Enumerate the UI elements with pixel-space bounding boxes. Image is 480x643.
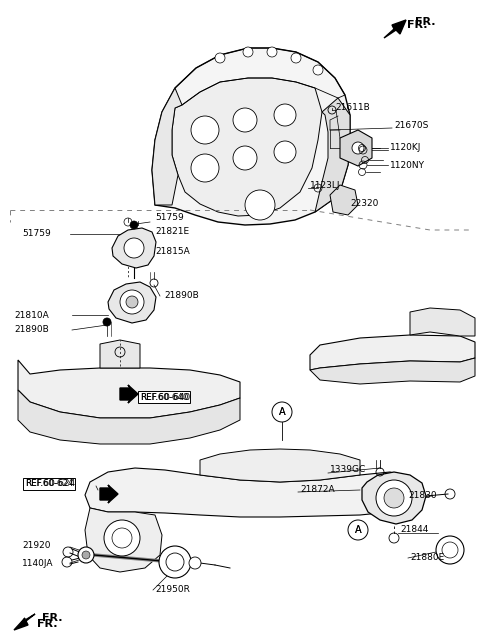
Circle shape: [348, 520, 368, 540]
Polygon shape: [200, 449, 360, 482]
Circle shape: [126, 296, 138, 308]
Text: 21920: 21920: [22, 541, 50, 550]
Polygon shape: [172, 78, 322, 216]
Circle shape: [274, 141, 296, 163]
Circle shape: [191, 154, 219, 182]
Circle shape: [82, 551, 90, 559]
Text: 21890B: 21890B: [14, 325, 49, 334]
Polygon shape: [18, 360, 240, 418]
Circle shape: [104, 520, 140, 556]
Polygon shape: [152, 88, 182, 205]
Circle shape: [159, 546, 191, 578]
Text: 21815A: 21815A: [155, 248, 190, 257]
Text: 1339GC: 1339GC: [330, 466, 366, 475]
Text: 21670S: 21670S: [394, 120, 428, 129]
Circle shape: [274, 104, 296, 126]
Polygon shape: [384, 20, 406, 38]
Polygon shape: [340, 130, 372, 166]
Polygon shape: [85, 468, 415, 517]
Text: 22320: 22320: [350, 199, 378, 208]
Polygon shape: [310, 335, 475, 370]
Circle shape: [352, 142, 364, 154]
Polygon shape: [330, 185, 358, 215]
Circle shape: [243, 47, 253, 57]
Circle shape: [272, 402, 292, 422]
Circle shape: [313, 65, 323, 75]
Circle shape: [124, 238, 144, 258]
Circle shape: [130, 221, 138, 229]
Circle shape: [291, 53, 301, 63]
Circle shape: [103, 318, 111, 326]
Circle shape: [78, 547, 94, 563]
Circle shape: [442, 542, 458, 558]
Polygon shape: [120, 385, 138, 403]
Text: 21880E: 21880E: [410, 554, 444, 563]
Polygon shape: [362, 472, 426, 524]
Text: A: A: [355, 525, 361, 535]
Text: 51759: 51759: [22, 230, 51, 239]
Text: FR.: FR.: [415, 17, 435, 27]
Text: A: A: [355, 525, 361, 535]
Circle shape: [376, 480, 412, 516]
Text: 21810A: 21810A: [14, 311, 49, 320]
Circle shape: [267, 47, 277, 57]
Polygon shape: [18, 390, 240, 444]
Circle shape: [233, 108, 257, 132]
Polygon shape: [100, 485, 118, 503]
Polygon shape: [410, 308, 475, 336]
Polygon shape: [310, 358, 475, 384]
Text: 1120NY: 1120NY: [390, 161, 425, 170]
Text: FR.: FR.: [407, 20, 428, 30]
Circle shape: [191, 116, 219, 144]
Circle shape: [384, 488, 404, 508]
Text: 21611B: 21611B: [335, 104, 370, 113]
Text: REF.60-640: REF.60-640: [140, 392, 190, 401]
Circle shape: [245, 190, 275, 220]
Circle shape: [112, 528, 132, 548]
Text: 21872A: 21872A: [300, 485, 335, 494]
Polygon shape: [108, 282, 156, 323]
Circle shape: [233, 146, 257, 170]
Text: A: A: [279, 407, 285, 417]
Text: 21890B: 21890B: [164, 291, 199, 300]
Text: REF.60-624: REF.60-624: [25, 480, 73, 489]
Polygon shape: [152, 48, 350, 225]
Text: REF.60-640: REF.60-640: [140, 392, 188, 401]
Circle shape: [215, 53, 225, 63]
Text: 21830: 21830: [408, 491, 437, 500]
Text: 21821E: 21821E: [155, 228, 189, 237]
Text: 51759: 51759: [155, 213, 184, 222]
Text: 1120KJ: 1120KJ: [390, 143, 421, 152]
Text: 1123LJ: 1123LJ: [310, 181, 340, 190]
Text: A: A: [279, 407, 285, 417]
Text: FR.: FR.: [42, 613, 62, 623]
Polygon shape: [315, 98, 350, 212]
Text: REF.60-624: REF.60-624: [25, 480, 75, 489]
Polygon shape: [100, 340, 140, 368]
Circle shape: [436, 536, 464, 564]
Text: FR.: FR.: [37, 619, 58, 629]
Circle shape: [166, 553, 184, 571]
Polygon shape: [85, 508, 162, 572]
Polygon shape: [14, 614, 35, 630]
Circle shape: [120, 290, 144, 314]
Text: 21950R: 21950R: [155, 586, 190, 595]
Text: 21844: 21844: [400, 525, 428, 534]
Text: 1140JA: 1140JA: [22, 559, 53, 568]
Circle shape: [189, 557, 201, 569]
Polygon shape: [112, 228, 156, 268]
